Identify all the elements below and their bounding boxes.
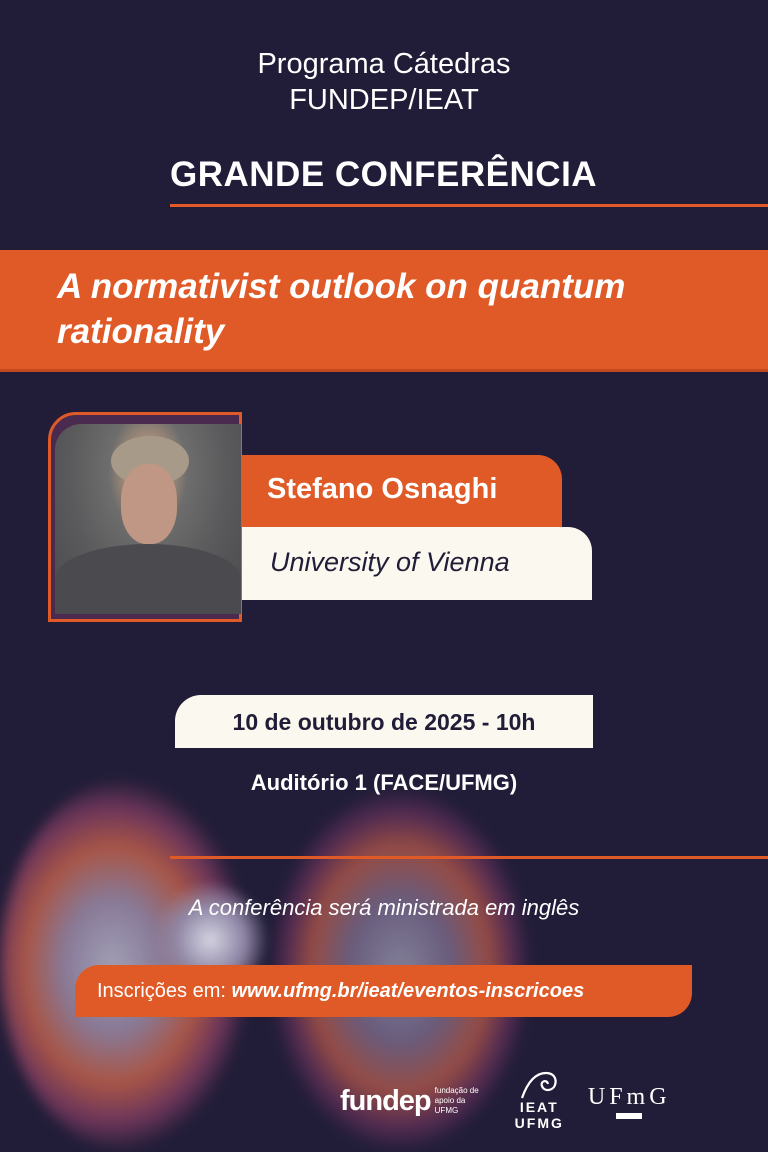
ieat-spiral-icon xyxy=(521,1071,557,1099)
ieat-ufmg-text: UFMG xyxy=(514,1115,564,1131)
photo-face xyxy=(121,464,177,544)
fundep-logo-group: fundep fundação de apoio da UFMG xyxy=(340,1086,491,1116)
photo-shirt xyxy=(55,544,241,614)
divider xyxy=(170,204,768,207)
logo-row: fundep fundação de apoio da UFMG IEAT UF… xyxy=(340,1064,740,1138)
fundep-logo: fundep xyxy=(340,1085,432,1117)
title-band xyxy=(0,250,768,372)
speaker-affiliation: University of Vienna xyxy=(242,527,592,600)
registration-label: Inscrições em: xyxy=(97,980,226,1002)
language-note: A conferência será ministrada em inglês xyxy=(188,895,580,920)
event-type: GRANDE CONFERÊNCIA xyxy=(170,155,598,194)
ieat-text: IEAT xyxy=(519,1099,559,1115)
event-datetime: 10 de outubro de 2025 - 10h xyxy=(175,695,593,748)
speaker-name: Stefano Osnaghi xyxy=(242,455,562,528)
ufmg-logo-bar xyxy=(616,1113,643,1119)
program-line1: Programa Cátedras xyxy=(257,48,511,80)
registration-link[interactable]: www.ufmg.br/ieat/eventos-inscricoes xyxy=(231,980,585,1002)
program-line2: FUNDEP/IEAT xyxy=(289,84,479,116)
talk-title: A normativist outlook on quantum rationa… xyxy=(57,267,626,351)
ufmg-logo-group: UFmG xyxy=(588,1083,671,1119)
fundep-subtitle: fundação de apoio da UFMG xyxy=(434,1086,479,1115)
registration-banner[interactable]: Inscrições em: www.ufmg.br/ieat/eventos-… xyxy=(75,965,692,1017)
divider xyxy=(170,856,768,859)
event-location: Auditório 1 (FACE/UFMG) xyxy=(250,770,518,795)
ufmg-logo: UFmG xyxy=(587,1084,671,1110)
ieat-logo: IEAT UFMG xyxy=(515,1071,564,1131)
speaker-photo xyxy=(55,424,241,614)
